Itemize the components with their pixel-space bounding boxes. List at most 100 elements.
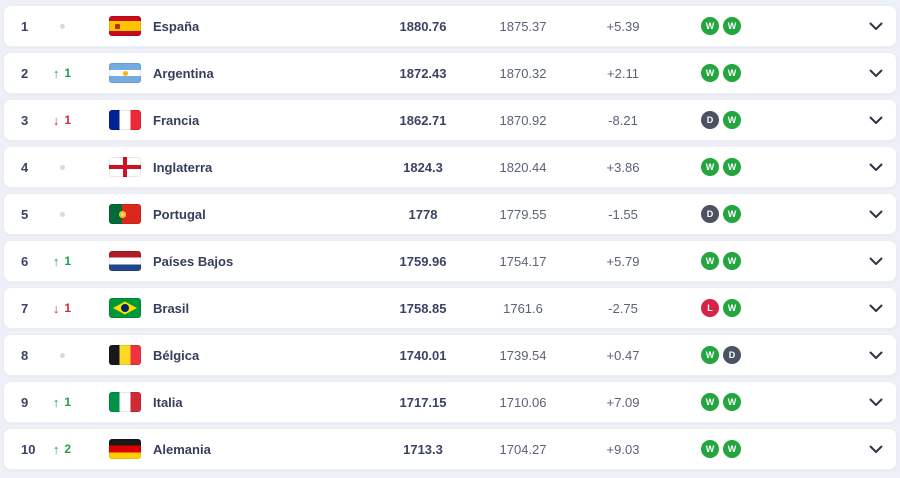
movement-value: 1	[64, 113, 72, 127]
expand-row-button[interactable]	[749, 257, 883, 266]
expand-row-button[interactable]	[749, 22, 883, 31]
rank-movement: ↑ 1	[45, 67, 79, 80]
points-value: 1824.3	[403, 159, 443, 175]
rank-down-icon: ↓	[52, 300, 60, 316]
country-flag-pt	[109, 204, 141, 224]
flag-cell	[79, 157, 141, 177]
no-change-dot-icon	[59, 23, 65, 29]
chevron-down-icon	[869, 445, 883, 453]
chevron-down-icon	[869, 304, 883, 312]
country-name: Italia	[153, 394, 183, 410]
points-value: 1713.3	[403, 441, 443, 457]
rank-movement	[45, 211, 79, 217]
expand-row-button[interactable]	[749, 304, 883, 313]
flag-cell	[79, 251, 141, 271]
form-badge-w: W	[723, 252, 741, 270]
chevron-down-icon	[869, 210, 883, 218]
points-value: 1862.71	[399, 112, 447, 128]
country-name: Brasil	[153, 300, 190, 316]
chevron-down-icon	[869, 116, 883, 124]
country-name: Países Bajos	[153, 253, 234, 269]
country-name: Bélgica	[153, 347, 200, 363]
flag-cell	[79, 63, 141, 83]
form-badge-w: W	[723, 158, 741, 176]
movement-value: 1	[64, 254, 72, 268]
rank-number: 8	[21, 347, 29, 363]
points-change-value: -2.75	[608, 300, 638, 316]
points-value: 1740.01	[399, 347, 447, 363]
chevron-down-icon	[869, 22, 883, 30]
form-badge-w: W	[723, 299, 741, 317]
rank-movement: ↑ 1	[45, 255, 79, 268]
chevron-down-icon	[869, 163, 883, 171]
previous-points-value: 1870.32	[499, 65, 547, 81]
points-change-value: +7.09	[606, 394, 640, 410]
chevron-down-icon	[869, 257, 883, 265]
rank-movement	[45, 164, 79, 170]
rank-movement	[45, 352, 79, 358]
form-badge-w: W	[723, 393, 741, 411]
form-badge-d: D	[723, 346, 741, 364]
expand-row-button[interactable]	[749, 445, 883, 454]
country-flag-ar	[109, 63, 141, 83]
form-badge-w: W	[701, 393, 719, 411]
expand-row-button[interactable]	[749, 69, 883, 78]
form-badge-d: D	[701, 205, 719, 223]
chevron-down-icon	[869, 69, 883, 77]
expand-row-button[interactable]	[749, 210, 883, 219]
rank-number: 2	[21, 65, 29, 81]
rank-number: 7	[21, 300, 29, 316]
no-change-dot-icon	[59, 352, 65, 358]
movement-value: 2	[64, 442, 72, 456]
expand-row-button[interactable]	[749, 351, 883, 360]
chevron-down-icon	[869, 351, 883, 359]
no-change-dot-icon	[59, 211, 65, 217]
previous-points-value: 1875.37	[499, 18, 547, 34]
previous-points-value: 1761.6	[503, 300, 543, 316]
form-badge-w: W	[701, 158, 719, 176]
points-change-value: +3.86	[606, 159, 640, 175]
points-change-value: +0.47	[606, 347, 640, 363]
expand-row-button[interactable]	[749, 398, 883, 407]
ranking-row[interactable]: 6 ↑ 1 Países Bajos 1759.96 1754.17 +5.79…	[3, 240, 897, 282]
country-name: Alemania	[153, 441, 211, 457]
previous-points-value: 1704.27	[499, 441, 547, 457]
form-badge-w: W	[701, 252, 719, 270]
rank-number: 10	[21, 441, 36, 457]
movement-value: 1	[64, 66, 72, 80]
points-value: 1759.96	[399, 253, 447, 269]
previous-points-value: 1739.54	[499, 347, 547, 363]
country-name: España	[153, 18, 200, 34]
form-badge-w: W	[723, 205, 741, 223]
flag-cell	[79, 392, 141, 412]
points-value: 1872.43	[399, 65, 447, 81]
rank-movement: ↓ 1	[45, 302, 79, 315]
points-change-value: -1.55	[608, 206, 638, 222]
flag-cell	[79, 439, 141, 459]
expand-row-button[interactable]	[749, 116, 883, 125]
rank-number: 5	[21, 206, 29, 222]
expand-row-button[interactable]	[749, 163, 883, 172]
country-name: Portugal	[153, 206, 206, 222]
points-change-value: -8.21	[608, 112, 638, 128]
points-change-value: +9.03	[606, 441, 640, 457]
previous-points-value: 1754.17	[499, 253, 547, 269]
country-flag-gb-eng	[109, 157, 141, 177]
form-badge-w: W	[723, 64, 741, 82]
